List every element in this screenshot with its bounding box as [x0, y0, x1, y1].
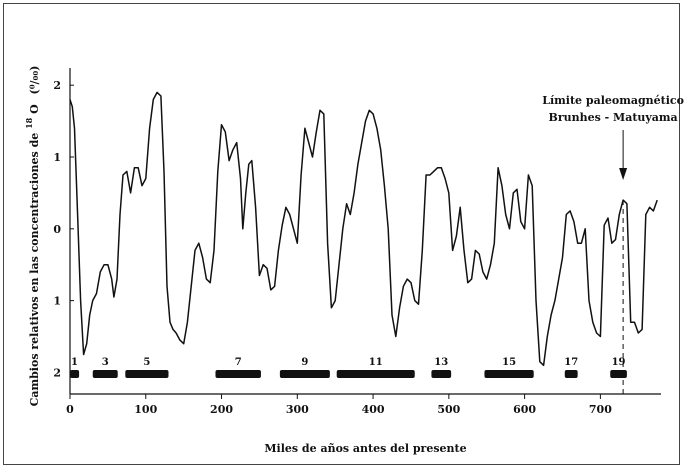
x-tick-label-100: 100 [134, 403, 157, 416]
y-axis-label: Cambios relativos en las concentraciones… [22, 66, 41, 407]
stage-bars: 1 3 5 7 9 11 13 15 17 19 [70, 357, 627, 378]
y-tick-label-1: 1 [53, 151, 61, 164]
stage-bar-11 [336, 370, 415, 378]
y-tick-label-4: 2 [53, 366, 61, 379]
stage-label-17: 17 [564, 357, 578, 368]
stage-bar-7 [215, 370, 261, 378]
stage-label-3: 3 [102, 357, 109, 368]
y-tick-label-3: 1 [53, 295, 61, 308]
stage-label-5: 5 [143, 357, 150, 368]
stage-label-7: 7 [235, 357, 242, 368]
oxygen-isotope-curve [69, 91, 658, 367]
stage-label-13: 13 [434, 357, 448, 368]
y-axis-label-main: Cambios relativos en las concentraciones… [28, 133, 41, 407]
x-tick-label-200: 200 [210, 403, 233, 416]
y-axis-label-unit: (⁰/₀₀) [28, 66, 41, 95]
stage-label-19: 19 [612, 357, 626, 368]
stage-label-9: 9 [301, 357, 308, 368]
stage-bar-13 [431, 370, 452, 378]
stage-bar-1 [70, 370, 80, 378]
x-tick-label-300: 300 [286, 403, 309, 416]
annotation-group: Límite paleomagnético Brunhes - Matuyama [542, 94, 684, 394]
x-tick-label-0: 0 [66, 403, 74, 416]
stage-bar-3 [92, 370, 118, 378]
x-tick-label-400: 400 [362, 403, 385, 416]
x-axis-label: Miles de años antes del presente [264, 442, 466, 455]
stage-bar-5 [125, 370, 169, 378]
y-axis-label-superscript: 18 [24, 117, 34, 129]
stage-label-15: 15 [502, 357, 516, 368]
x-tick-label-600: 600 [513, 403, 536, 416]
x-tick-label-700: 700 [589, 403, 612, 416]
stage-bar-9 [279, 370, 330, 378]
stage-bar-19 [610, 370, 627, 378]
stage-label-1: 1 [71, 357, 78, 368]
stage-label-11: 11 [369, 357, 383, 368]
annotation-arrowhead [619, 168, 628, 180]
y-axis-label-symbol: O [28, 104, 41, 114]
stage-bar-15 [484, 370, 534, 378]
figure-frame [3, 3, 680, 465]
y-tick-label-2: 0 [53, 223, 61, 236]
annotation-line-2: Brunhes - Matuyama [549, 111, 678, 124]
stage-bar-17 [564, 370, 578, 378]
x-tick-label-500: 500 [437, 403, 460, 416]
annotation-line-1: Límite paleomagnético [542, 94, 684, 107]
y-tick-label-0: 2 [53, 79, 61, 92]
